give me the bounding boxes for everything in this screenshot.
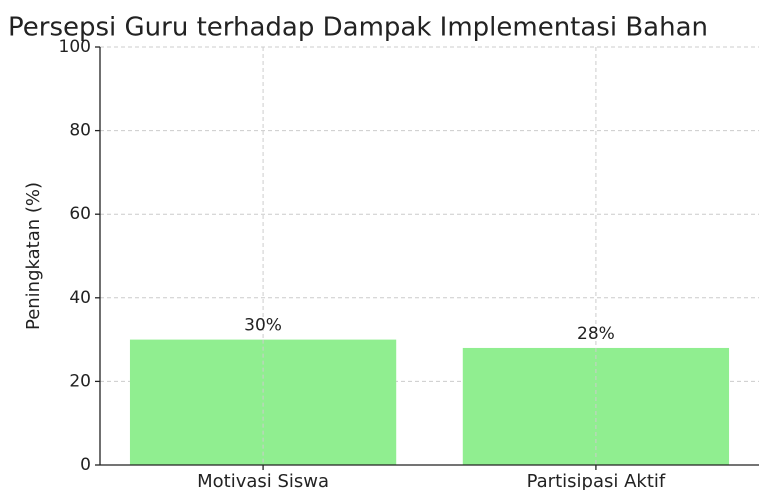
y-tick-label: 40	[69, 288, 91, 308]
y-tick-label: 80	[69, 121, 91, 141]
y-tick-label: 100	[59, 37, 91, 57]
value-label: 30%	[244, 316, 282, 336]
y-tick-label: 20	[69, 371, 91, 391]
y-tick-label: 60	[69, 204, 91, 224]
chart-title: Persepsi Guru terhadap Dampak Implementa…	[8, 13, 708, 43]
y-axis-label: Peningkatan (%)	[23, 182, 44, 330]
y-tick-label: 0	[80, 455, 91, 475]
bar	[129, 339, 397, 465]
x-tick-label: Partisipasi Aktif	[527, 471, 666, 490]
value-label: 28%	[577, 324, 615, 344]
x-tick-label: Motivasi Siswa	[197, 471, 329, 490]
